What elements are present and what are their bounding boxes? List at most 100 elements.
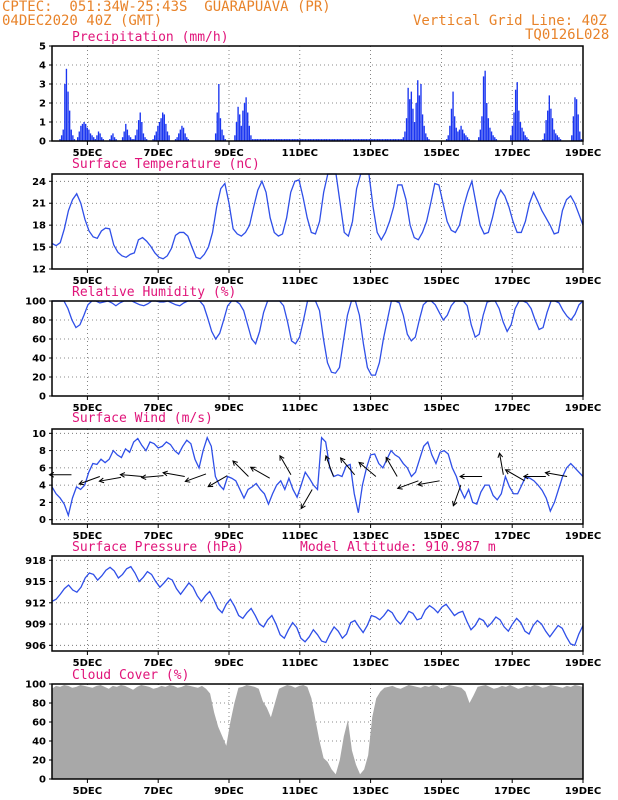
precip-bar: [293, 139, 295, 141]
precip-bar: [248, 125, 250, 141]
wind-arrow: [397, 480, 419, 489]
precip-bar: [152, 139, 154, 141]
precip-bar: [269, 139, 271, 141]
precip-bar: [575, 99, 578, 141]
precip-bar: [510, 135, 512, 141]
precip-bar: [65, 68, 68, 141]
precip-bar: [452, 91, 454, 141]
precip-bar: [275, 139, 278, 141]
y-tick-label: 3: [39, 80, 46, 91]
precip-bar: [327, 139, 329, 141]
x-tick-label-11dec: 11DEC: [282, 786, 318, 797]
y-tick-label: 20: [32, 756, 46, 767]
precip-bar: [378, 139, 380, 141]
precip-bar: [551, 118, 554, 141]
precip-bar: [131, 139, 133, 141]
precip-bar: [255, 139, 257, 141]
precip-bar: [348, 139, 350, 141]
wind-arrow-head: [324, 454, 330, 461]
y-tick-label: 0: [39, 392, 46, 403]
y-tick-label: 5: [39, 42, 46, 53]
precip-bar: [420, 84, 422, 141]
wind-arrow-head: [504, 469, 511, 475]
precip-bar: [304, 139, 307, 141]
precip-bar: [110, 135, 113, 141]
precip-bar: [81, 123, 84, 141]
precip-bar: [333, 139, 336, 141]
wind-arrow: [452, 484, 462, 506]
precip-bar: [393, 139, 395, 141]
precip-bar: [479, 129, 482, 141]
wind-arrow: [279, 455, 292, 476]
precip-bar: [245, 97, 247, 141]
precip-bar: [380, 139, 382, 141]
precip-bar: [577, 114, 579, 141]
x-tick-label-5dec: 5DEC: [73, 658, 102, 669]
precip-bar: [542, 139, 544, 141]
precip-bar: [328, 139, 331, 141]
wind-arrow-head: [162, 470, 168, 477]
x-tick-label-19dec: 19DEC: [565, 531, 601, 542]
x-tick-label-17dec: 17DEC: [494, 148, 530, 159]
precip-bar: [462, 129, 464, 141]
precip-bar: [76, 137, 79, 141]
precip-bar: [490, 131, 493, 141]
y-tick-label: 80: [32, 699, 46, 710]
panel-title: Surface Pressure (hPa): [72, 540, 244, 555]
precip-bar: [486, 103, 488, 141]
precip-bar: [545, 120, 547, 141]
precip-bar: [324, 139, 326, 141]
wind-arrow-head: [249, 466, 256, 472]
precip-bar: [121, 137, 124, 141]
precip-bar: [548, 95, 550, 141]
y-tick-label: 20: [32, 373, 46, 384]
precip-bar: [242, 110, 244, 141]
precip-bar: [312, 139, 315, 141]
panel-frame: [51, 683, 584, 780]
x-tick-label-15dec: 15DEC: [423, 658, 459, 669]
precip-bar: [399, 139, 401, 141]
precip-bar: [144, 137, 146, 141]
panel-title: Relative Humidity (%): [72, 285, 236, 300]
y-tick-label: 24: [32, 177, 46, 188]
precip-bar: [413, 122, 416, 141]
precip-bar: [494, 137, 496, 141]
precip-bar: [186, 137, 188, 141]
x-tick-label-13dec: 13DEC: [352, 658, 388, 669]
precip-bar: [466, 137, 469, 141]
header-grid-note: Vertical Grid Line: 40Z: [413, 13, 607, 29]
wind-arrow: [358, 461, 377, 477]
precip-bar: [181, 125, 183, 141]
precip-bar: [59, 139, 61, 141]
precip-bar: [559, 139, 562, 141]
precip-bar: [555, 133, 557, 141]
precip-bar: [282, 139, 284, 141]
y-tick-label: 80: [32, 316, 46, 327]
precip-bar: [179, 129, 182, 141]
y-tick-label: 4: [39, 481, 46, 492]
precip-bar: [580, 139, 583, 141]
x-tick-label-13dec: 13DEC: [352, 148, 388, 159]
precip-bar: [274, 139, 276, 141]
precip-bar: [168, 135, 170, 141]
panel-title: Precipitation (mm/h): [72, 30, 229, 45]
wind-arrow-head: [207, 482, 214, 488]
precip-bar: [404, 131, 406, 141]
x-tick-label-17dec: 17DEC: [494, 276, 530, 287]
precip-bar: [522, 131, 525, 141]
precip-bar: [163, 114, 165, 141]
x-tick-label-11dec: 11DEC: [282, 658, 318, 669]
wind-arrow: [385, 457, 398, 477]
y-tick-label: 0: [39, 137, 46, 148]
precip-bar: [184, 133, 186, 141]
precip-bar: [68, 110, 71, 141]
precip-bar: [158, 122, 161, 141]
precip-bar: [445, 139, 448, 141]
precip-bar: [78, 131, 80, 141]
wind-arrow-head: [396, 484, 403, 490]
precip-bar: [96, 135, 98, 141]
precip-bar: [253, 139, 255, 141]
precip-bar: [89, 133, 92, 141]
x-tick-label-7dec: 7DEC: [143, 403, 172, 414]
precip-bar: [86, 127, 88, 141]
